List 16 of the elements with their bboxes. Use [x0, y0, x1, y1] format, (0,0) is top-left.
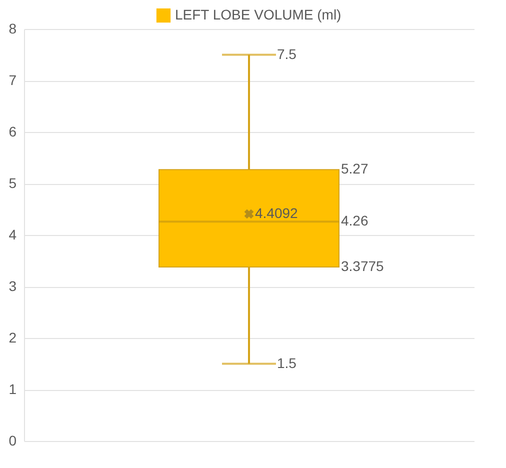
annotation: 5.27 — [341, 160, 368, 177]
annotation: 3.3775 — [341, 258, 384, 274]
y-tick-label: 2 — [8, 330, 17, 346]
y-tick-label: 3 — [8, 278, 17, 294]
y-tick-label: 7 — [8, 72, 17, 88]
y-tick-label: 6 — [8, 124, 17, 140]
annotation: 4.26 — [341, 212, 368, 229]
y-tick-label: 0 — [8, 432, 17, 448]
annotation: 7.5 — [277, 46, 297, 62]
y-tick-label: 8 — [8, 20, 17, 36]
y-tick-label: 1 — [8, 381, 17, 397]
annotation: 4.4092 — [255, 204, 298, 221]
annotation: 1.5 — [277, 354, 297, 371]
y-tick-label: 5 — [8, 175, 17, 191]
y-tick-label: 4 — [8, 226, 17, 242]
legend-label: LEFT LOBE VOLUME (ml) — [175, 6, 342, 22]
